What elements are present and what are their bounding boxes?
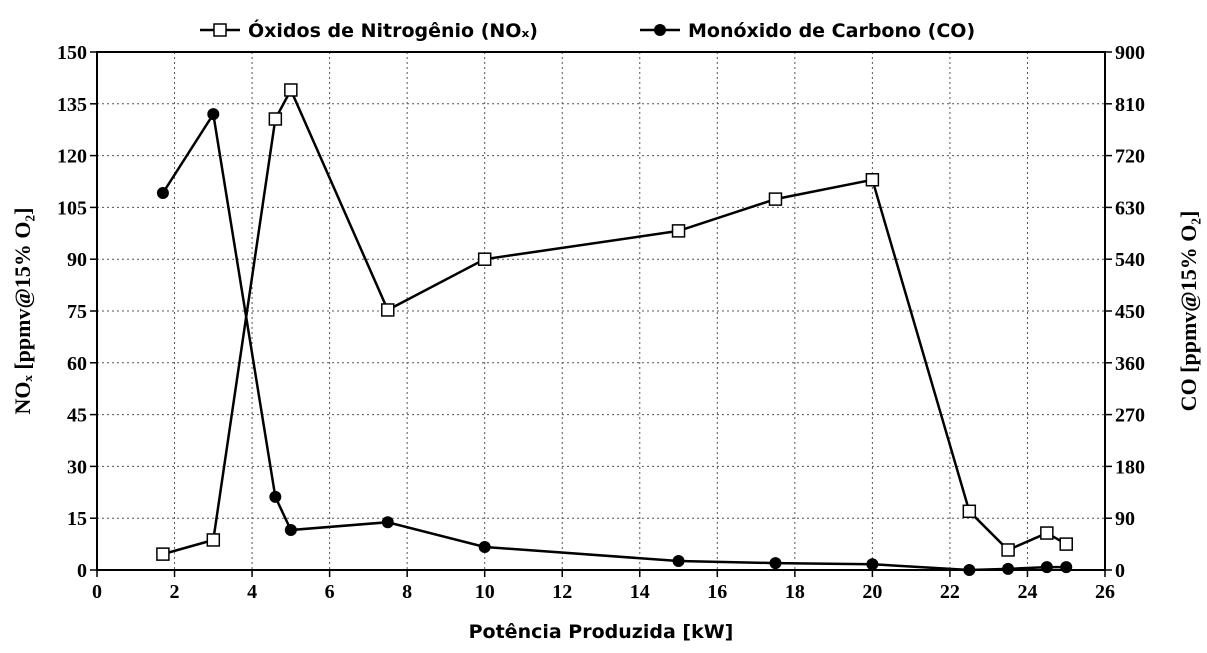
y2-tick-label: 450	[1115, 301, 1145, 323]
marker	[962, 504, 977, 519]
x-tick-label: 26	[1095, 581, 1115, 603]
x-axis-label: Potência Produzida [kW]	[469, 621, 734, 643]
x-tick-label: 20	[862, 581, 882, 603]
y2-tick-label: 720	[1115, 146, 1145, 168]
x-tick-label: 24	[1017, 581, 1037, 603]
y2-tick-label: 0	[1115, 560, 1125, 582]
y2-axis-label: CO [ppmv@15% O₂]	[1176, 211, 1201, 412]
marker	[381, 516, 394, 529]
y-tick-label: 90	[67, 249, 87, 271]
y-tick-label: 105	[57, 197, 87, 219]
y2-tick-label: 90	[1115, 508, 1135, 530]
y2-tick-label: 270	[1115, 405, 1145, 427]
legend-label: Monóxido de Carbono (CO)	[688, 20, 975, 42]
marker	[268, 112, 283, 126]
y2-tick-label: 630	[1115, 197, 1145, 219]
y2-tick-label: 180	[1115, 456, 1145, 478]
y-axis-label: NOₓ [ppmv@15% O₂]	[10, 208, 35, 415]
marker	[1040, 526, 1054, 540]
marker	[1040, 561, 1053, 574]
y-tick-label: 150	[57, 42, 87, 64]
marker	[269, 490, 282, 503]
marker	[206, 533, 221, 547]
x-tick-label: 10	[475, 581, 495, 603]
marker	[671, 224, 686, 238]
legend-marker	[654, 24, 666, 36]
y2-tick-label: 540	[1115, 249, 1145, 271]
marker	[768, 192, 783, 206]
marker	[207, 108, 220, 121]
marker	[156, 547, 170, 561]
x-tick-label: 4	[247, 581, 257, 603]
legend-marker	[213, 23, 227, 37]
y-tick-label: 60	[67, 353, 87, 375]
y-tick-label: 15	[67, 508, 87, 530]
y2-tick-label: 360	[1115, 353, 1145, 375]
x-tick-label: 18	[785, 581, 805, 603]
marker	[477, 252, 492, 266]
marker	[865, 173, 880, 187]
y2-tick-label: 810	[1115, 94, 1145, 116]
y2-tick-label: 900	[1115, 42, 1145, 64]
x-tick-label: 6	[325, 581, 335, 603]
x-tick-label: 12	[552, 581, 572, 603]
marker	[1059, 537, 1073, 551]
y-tick-label: 120	[57, 146, 87, 168]
x-tick-label: 0	[92, 581, 102, 603]
marker	[769, 557, 782, 570]
plot-frame	[96, 51, 1106, 571]
y-tick-label: 0	[77, 560, 87, 582]
series-line	[162, 87, 1067, 556]
x-tick-label: 8	[402, 581, 412, 603]
marker	[284, 523, 297, 536]
y-tick-label: 30	[67, 456, 87, 478]
marker	[284, 83, 298, 97]
x-tick-label: 22	[940, 581, 960, 603]
marker	[672, 555, 685, 568]
marker	[1001, 543, 1015, 557]
marker	[963, 564, 976, 576]
y-tick-label: 135	[57, 94, 87, 116]
y-tick-label: 45	[67, 405, 87, 427]
y-tick-label: 75	[67, 301, 87, 323]
legend-label: Óxidos de Nitrogênio (NOₓ)	[248, 18, 538, 42]
x-tick-label: 14	[630, 581, 650, 603]
marker	[156, 187, 169, 200]
marker	[1002, 562, 1015, 575]
x-tick-label: 2	[170, 581, 180, 603]
marker	[866, 558, 879, 571]
series-line	[161, 110, 1067, 572]
marker	[478, 540, 491, 553]
marker	[1060, 561, 1073, 574]
marker	[381, 303, 395, 317]
x-tick-label: 16	[707, 581, 727, 603]
